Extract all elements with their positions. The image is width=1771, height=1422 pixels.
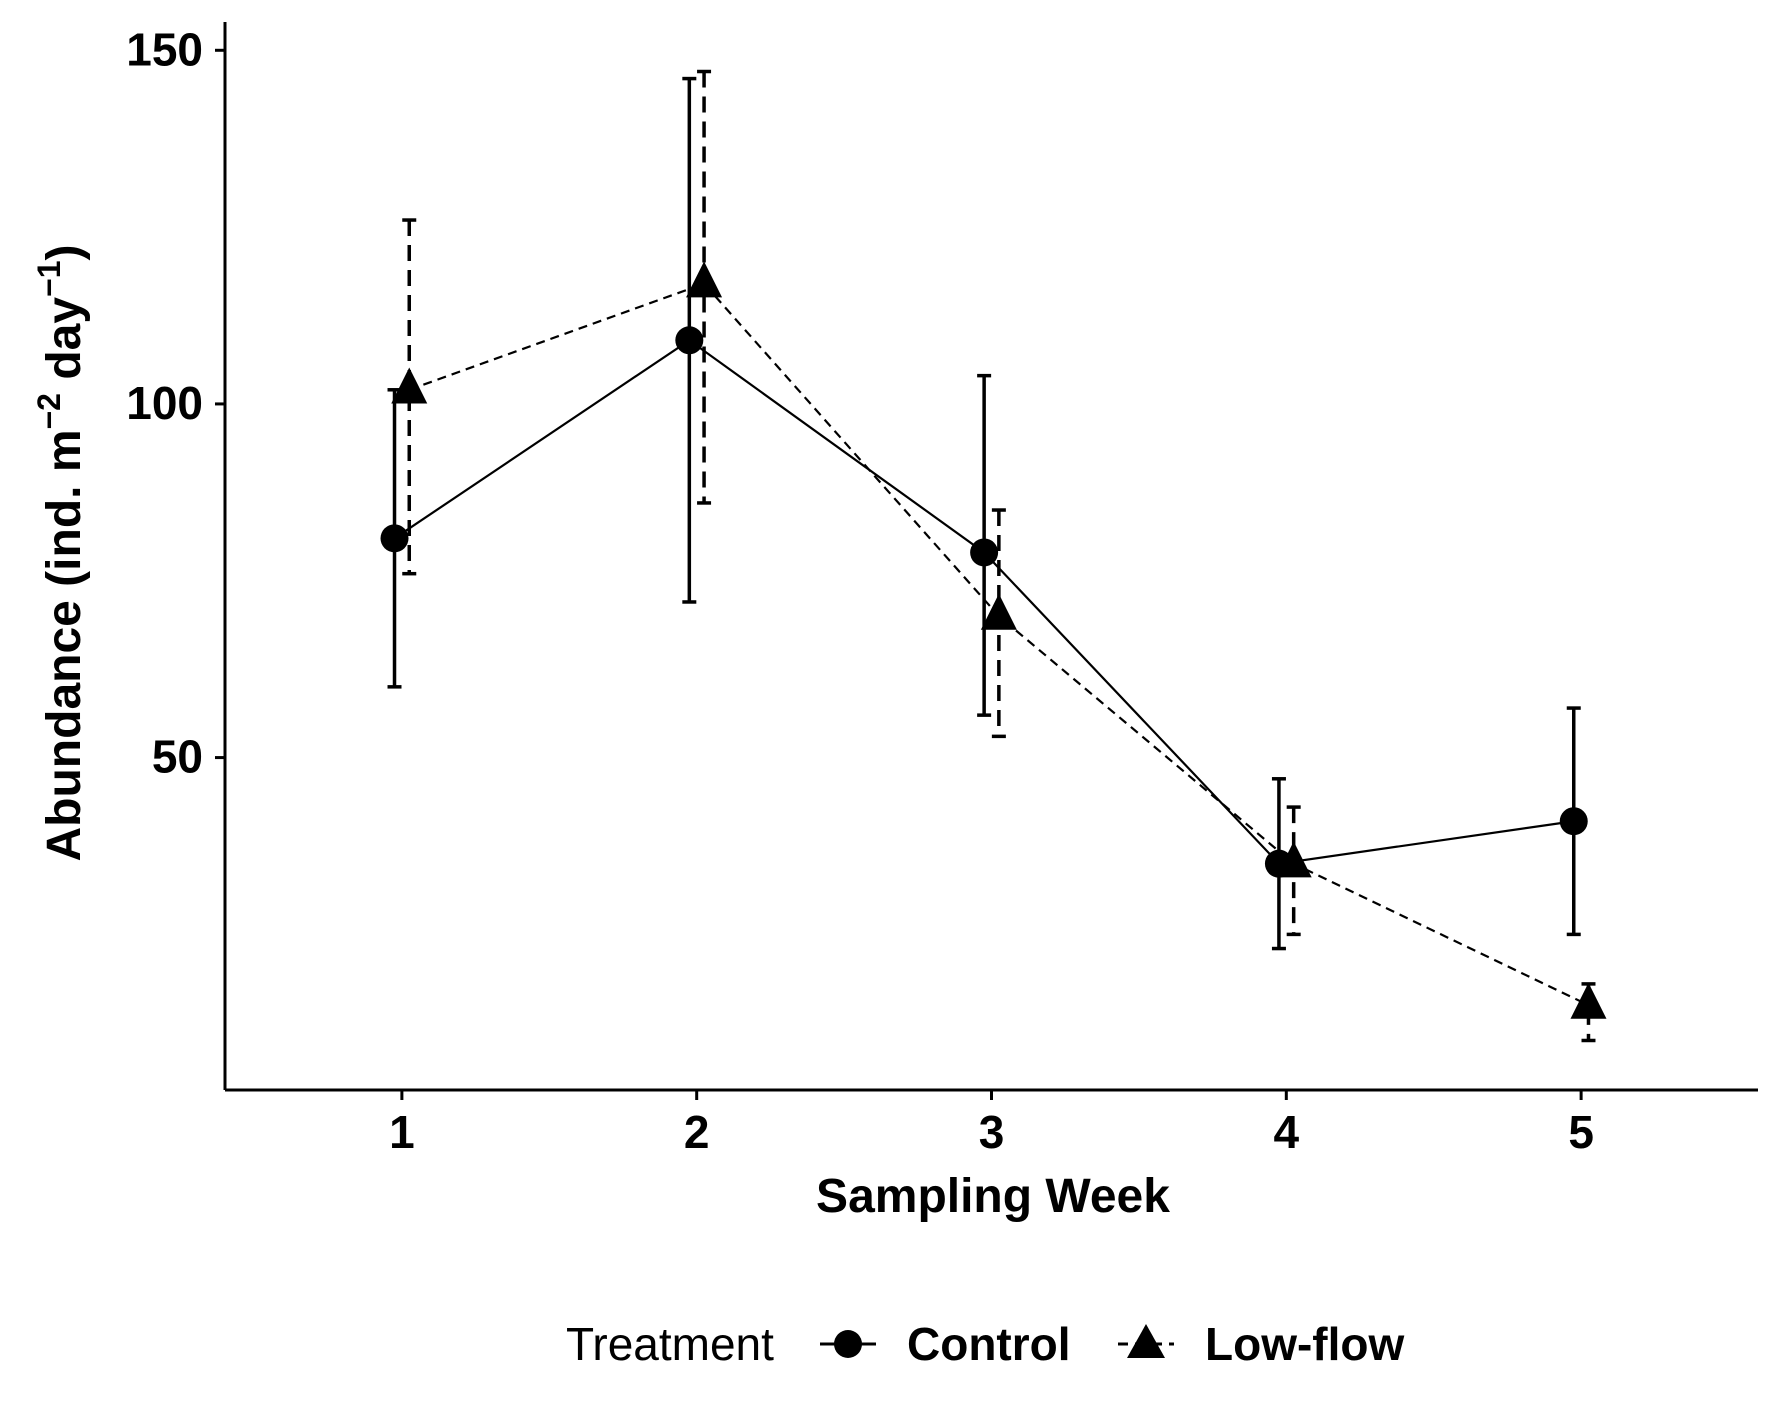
legend-lowflow-marker	[1127, 1324, 1165, 1358]
legend-title: Treatment	[566, 1318, 774, 1370]
point-control	[675, 326, 704, 355]
x-ticks: 1 2 3 4 5	[389, 1090, 1594, 1158]
x-tick-label: 3	[979, 1106, 1005, 1158]
y-axis-title: Abundance (ind. m−2 day−1)	[31, 245, 91, 862]
legend-lowflow-label: Low-flow	[1205, 1318, 1404, 1370]
legend-control-label: Control	[907, 1318, 1071, 1370]
series-control	[380, 76, 1588, 951]
legend: Treatment Control Low-flow	[566, 1318, 1404, 1370]
series	[380, 69, 1607, 1043]
x-tick-label: 4	[1274, 1106, 1300, 1158]
point-low-flow	[391, 367, 428, 404]
series-low-flow	[391, 69, 1607, 1043]
x-tick-label: 5	[1568, 1106, 1594, 1158]
axes: 50 100 150 1 2 3 4 5	[126, 22, 1758, 1158]
legend-item-low-flow: Low-flow	[1118, 1318, 1404, 1370]
point-control	[380, 524, 409, 553]
legend-item-control: Control	[820, 1318, 1071, 1370]
y-tick-label: 50	[152, 731, 203, 783]
y-ticks: 50 100 150	[126, 23, 225, 783]
y-tick-label: 150	[126, 23, 203, 75]
x-axis-title: Sampling Week	[816, 1170, 1170, 1223]
point-low-flow	[686, 261, 723, 298]
point-low-flow	[1275, 841, 1312, 878]
point-low-flow	[1570, 982, 1607, 1019]
y-tick-label: 100	[126, 377, 203, 429]
x-tick-label: 2	[684, 1106, 710, 1158]
legend-control-marker	[834, 1330, 862, 1358]
point-control	[1559, 807, 1588, 836]
point-control	[970, 538, 999, 567]
x-tick-label: 1	[389, 1106, 415, 1158]
point-low-flow	[980, 593, 1017, 630]
